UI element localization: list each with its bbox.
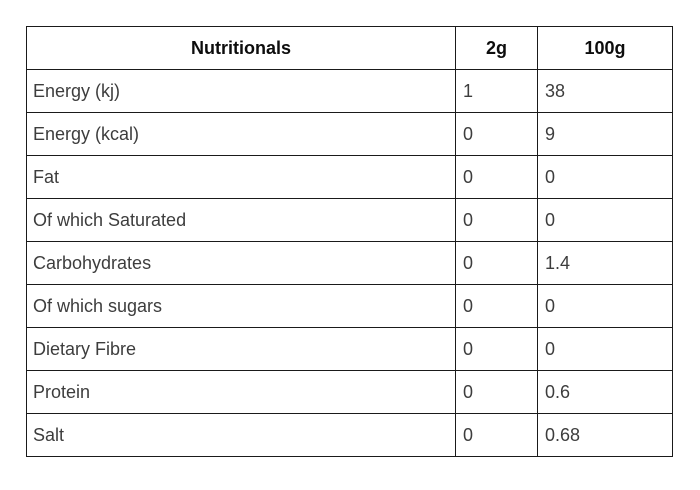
value-100g: 38 bbox=[537, 69, 673, 113]
nutrient-label: Energy (kj) bbox=[26, 69, 456, 113]
table-row: Energy (kcal) 0 9 bbox=[26, 112, 673, 156]
header-row: Nutritionals 2g 100g bbox=[26, 26, 673, 70]
header-cell-2g: 2g bbox=[455, 26, 538, 70]
header-cell-nutritionals: Nutritionals bbox=[26, 26, 456, 70]
value-2g: 0 bbox=[455, 112, 538, 156]
value-2g: 0 bbox=[455, 327, 538, 371]
nutrient-label: Of which sugars bbox=[26, 284, 456, 328]
table-body: Energy (kj) 1 38 Energy (kcal) 0 9 Fat 0… bbox=[26, 69, 673, 457]
table-row: Protein 0 0.6 bbox=[26, 370, 673, 414]
nutrient-label: Protein bbox=[26, 370, 456, 414]
value-2g: 0 bbox=[455, 284, 538, 328]
nutrient-label: Dietary Fibre bbox=[26, 327, 456, 371]
nutrition-table: Nutritionals 2g 100g Energy (kj) 1 38 En… bbox=[26, 26, 673, 457]
value-2g: 0 bbox=[455, 198, 538, 242]
value-2g: 0 bbox=[455, 370, 538, 414]
table-header: Nutritionals 2g 100g bbox=[26, 26, 673, 70]
nutrient-label: Salt bbox=[26, 413, 456, 457]
value-100g: 0 bbox=[537, 155, 673, 199]
table-row: Salt 0 0.68 bbox=[26, 413, 673, 457]
table-row: Of which sugars 0 0 bbox=[26, 284, 673, 328]
nutrient-label: Of which Saturated bbox=[26, 198, 456, 242]
value-2g: 0 bbox=[455, 241, 538, 285]
value-100g: 9 bbox=[537, 112, 673, 156]
value-100g: 0 bbox=[537, 327, 673, 371]
nutrient-label: Carbohydrates bbox=[26, 241, 456, 285]
value-2g: 0 bbox=[455, 155, 538, 199]
nutrient-label: Energy (kcal) bbox=[26, 112, 456, 156]
value-100g: 0 bbox=[537, 284, 673, 328]
value-2g: 0 bbox=[455, 413, 538, 457]
table-row: Dietary Fibre 0 0 bbox=[26, 327, 673, 371]
table-row: Energy (kj) 1 38 bbox=[26, 69, 673, 113]
table-row: Carbohydrates 0 1.4 bbox=[26, 241, 673, 285]
value-100g: 0 bbox=[537, 198, 673, 242]
value-100g: 0.6 bbox=[537, 370, 673, 414]
nutrient-label: Fat bbox=[26, 155, 456, 199]
value-2g: 1 bbox=[455, 69, 538, 113]
header-cell-100g: 100g bbox=[537, 26, 673, 70]
table-row: Fat 0 0 bbox=[26, 155, 673, 199]
value-100g: 1.4 bbox=[537, 241, 673, 285]
value-100g: 0.68 bbox=[537, 413, 673, 457]
table-row: Of which Saturated 0 0 bbox=[26, 198, 673, 242]
